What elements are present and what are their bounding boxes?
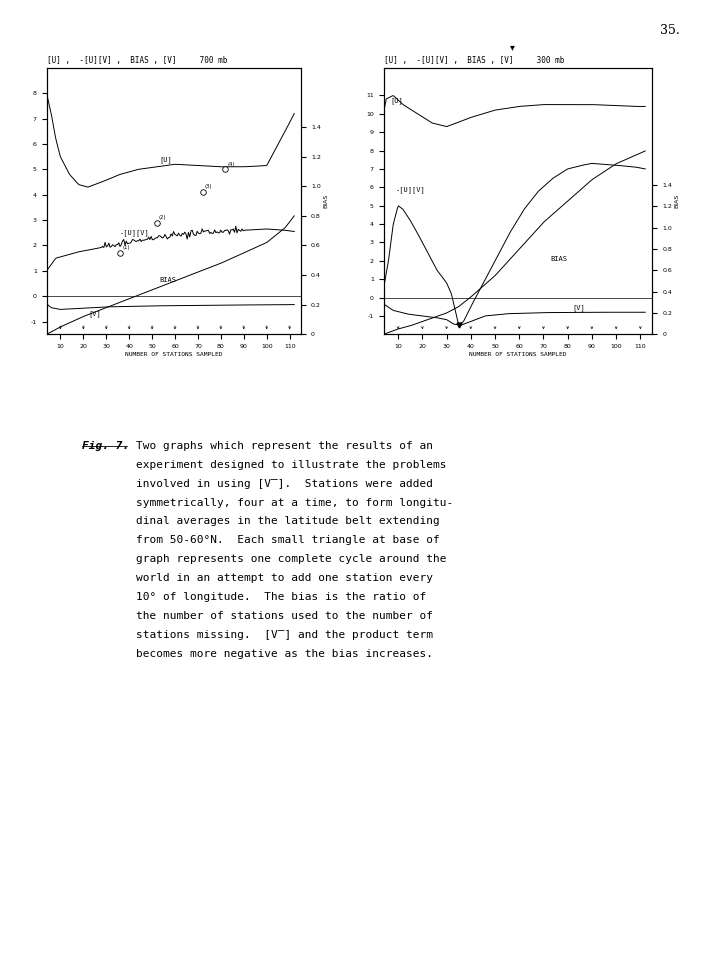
Text: [U]: [U] — [391, 98, 404, 105]
Text: experiment designed to illustrate the problems: experiment designed to illustrate the pr… — [136, 460, 447, 470]
Text: [V]: [V] — [573, 304, 585, 311]
Text: [U] ,  -[U][V] ,  BIAS , [V]     700 mb: [U] , -[U][V] , BIAS , [V] 700 mb — [47, 56, 227, 65]
Text: [V]: [V] — [88, 310, 100, 317]
Text: dinal averages in the latitude belt extending: dinal averages in the latitude belt exte… — [136, 516, 440, 526]
Text: 35.: 35. — [660, 24, 680, 37]
Text: (4): (4) — [228, 162, 235, 167]
Text: becomes more negative as the bias increases.: becomes more negative as the bias increa… — [136, 649, 433, 659]
Text: ▾: ▾ — [511, 43, 515, 52]
Text: BIAS: BIAS — [551, 256, 568, 262]
X-axis label: NUMBER OF STATIONS SAMPLED: NUMBER OF STATIONS SAMPLED — [470, 352, 566, 357]
X-axis label: NUMBER OF STATIONS SAMPLED: NUMBER OF STATIONS SAMPLED — [125, 352, 222, 357]
Text: graph represents one complete cycle around the: graph represents one complete cycle arou… — [136, 554, 447, 564]
Text: (3): (3) — [205, 184, 212, 189]
Text: BIAS: BIAS — [159, 277, 176, 283]
Text: Fig. 7.: Fig. 7. — [82, 441, 130, 451]
Text: symmetrically, four at a time, to form longitu-: symmetrically, four at a time, to form l… — [136, 498, 453, 508]
Text: Two graphs which represent the results of an: Two graphs which represent the results o… — [136, 441, 433, 451]
Y-axis label: BIAS: BIAS — [675, 194, 680, 208]
Text: from 50-60°N.  Each small triangle at base of: from 50-60°N. Each small triangle at bas… — [136, 535, 440, 546]
Text: (1): (1) — [123, 245, 130, 250]
Text: world in an attempt to add one station every: world in an attempt to add one station e… — [136, 574, 433, 583]
Text: -[U][V]: -[U][V] — [120, 229, 150, 235]
Text: (2): (2) — [159, 215, 166, 220]
Text: [U] ,  -[U][V] ,  BIAS , [V]     300 mb: [U] , -[U][V] , BIAS , [V] 300 mb — [384, 56, 564, 65]
Text: the number of stations used to the number of: the number of stations used to the numbe… — [136, 610, 433, 621]
Text: 10° of longitude.  The bias is the ratio of: 10° of longitude. The bias is the ratio … — [136, 592, 427, 602]
Y-axis label: BIAS: BIAS — [323, 194, 328, 208]
Text: stations missing.  [V̅] and the product term: stations missing. [V̅] and the product t… — [136, 630, 433, 640]
Text: involved in using [V̅].  Stations were added: involved in using [V̅]. Stations were ad… — [136, 479, 433, 488]
Text: -[U][V]: -[U][V] — [396, 186, 425, 193]
Text: [U]: [U] — [159, 157, 171, 164]
